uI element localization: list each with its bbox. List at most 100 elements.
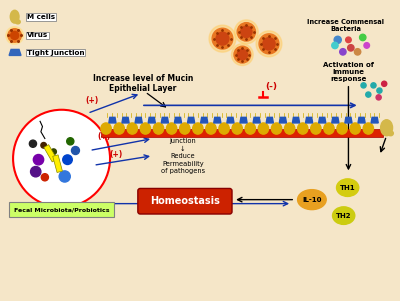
Circle shape bbox=[263, 38, 275, 50]
Ellipse shape bbox=[219, 123, 229, 134]
Circle shape bbox=[259, 34, 279, 54]
Text: Virus: Virus bbox=[26, 33, 48, 39]
Text: (+): (+) bbox=[185, 190, 198, 199]
Circle shape bbox=[340, 49, 346, 55]
Polygon shape bbox=[227, 117, 234, 123]
Circle shape bbox=[8, 29, 22, 42]
Text: Homeostasis: Homeostasis bbox=[150, 196, 220, 206]
Polygon shape bbox=[279, 117, 286, 123]
Ellipse shape bbox=[232, 123, 242, 134]
Circle shape bbox=[332, 42, 338, 49]
Ellipse shape bbox=[271, 123, 282, 134]
Circle shape bbox=[366, 92, 371, 97]
Ellipse shape bbox=[332, 207, 355, 225]
Text: Increase Tight
junction
↓
Reduce
Permeability
of pathogens: Increase Tight junction ↓ Reduce Permeab… bbox=[159, 131, 206, 174]
Ellipse shape bbox=[381, 120, 392, 136]
Circle shape bbox=[237, 23, 256, 41]
Text: Increase Commensal
Bacteria: Increase Commensal Bacteria bbox=[307, 19, 384, 32]
Ellipse shape bbox=[114, 123, 124, 134]
Circle shape bbox=[376, 95, 381, 100]
Ellipse shape bbox=[388, 131, 393, 136]
Circle shape bbox=[364, 43, 370, 48]
Polygon shape bbox=[214, 117, 221, 123]
Circle shape bbox=[29, 140, 36, 147]
Circle shape bbox=[6, 27, 24, 44]
Ellipse shape bbox=[258, 123, 268, 134]
Polygon shape bbox=[135, 117, 142, 123]
Polygon shape bbox=[148, 117, 155, 123]
Circle shape bbox=[41, 174, 48, 181]
Text: Fecal Microbiota/Probiotics: Fecal Microbiota/Probiotics bbox=[14, 207, 109, 212]
Polygon shape bbox=[358, 117, 365, 123]
Ellipse shape bbox=[16, 20, 20, 24]
Circle shape bbox=[237, 49, 248, 60]
Text: (-): (-) bbox=[265, 82, 277, 92]
Ellipse shape bbox=[101, 123, 111, 134]
Circle shape bbox=[234, 20, 258, 44]
Circle shape bbox=[63, 155, 72, 164]
Circle shape bbox=[234, 46, 251, 63]
Ellipse shape bbox=[127, 123, 138, 134]
Polygon shape bbox=[174, 117, 182, 123]
Polygon shape bbox=[345, 117, 352, 123]
Polygon shape bbox=[332, 117, 339, 123]
Circle shape bbox=[256, 31, 282, 57]
Circle shape bbox=[232, 44, 253, 66]
Ellipse shape bbox=[350, 123, 360, 134]
Ellipse shape bbox=[10, 10, 19, 23]
Ellipse shape bbox=[166, 123, 177, 134]
Circle shape bbox=[212, 28, 233, 49]
Text: Increase level of Mucin
Epithelial Layer: Increase level of Mucin Epithelial Layer bbox=[93, 74, 193, 94]
Circle shape bbox=[13, 110, 110, 207]
Circle shape bbox=[361, 83, 366, 88]
Polygon shape bbox=[253, 117, 260, 123]
Ellipse shape bbox=[298, 190, 326, 209]
Text: (+): (+) bbox=[85, 95, 99, 104]
Circle shape bbox=[334, 36, 341, 43]
Text: TH1: TH1 bbox=[340, 185, 356, 191]
Circle shape bbox=[354, 49, 361, 55]
Polygon shape bbox=[319, 117, 326, 123]
Ellipse shape bbox=[284, 123, 295, 134]
Polygon shape bbox=[240, 117, 247, 123]
Ellipse shape bbox=[193, 123, 203, 134]
Ellipse shape bbox=[206, 123, 216, 134]
FancyBboxPatch shape bbox=[9, 202, 114, 217]
Circle shape bbox=[51, 149, 56, 154]
Circle shape bbox=[59, 171, 70, 182]
Polygon shape bbox=[266, 117, 273, 123]
Ellipse shape bbox=[337, 123, 347, 134]
Bar bbox=[101, 129, 384, 137]
Polygon shape bbox=[188, 117, 195, 123]
Ellipse shape bbox=[311, 123, 321, 134]
Text: TH2: TH2 bbox=[336, 213, 352, 219]
Polygon shape bbox=[44, 145, 57, 162]
Polygon shape bbox=[371, 117, 378, 123]
Circle shape bbox=[209, 25, 236, 52]
Circle shape bbox=[30, 166, 41, 177]
Text: (+): (+) bbox=[109, 150, 122, 159]
Circle shape bbox=[348, 45, 354, 51]
Text: IL-10: IL-10 bbox=[302, 197, 322, 203]
Polygon shape bbox=[292, 117, 300, 123]
Ellipse shape bbox=[140, 123, 150, 134]
Circle shape bbox=[371, 83, 376, 88]
Polygon shape bbox=[53, 155, 62, 172]
Text: Activation of
Immune
response: Activation of Immune response bbox=[323, 62, 374, 82]
FancyBboxPatch shape bbox=[138, 188, 232, 214]
Ellipse shape bbox=[180, 123, 190, 134]
Circle shape bbox=[11, 32, 19, 39]
Polygon shape bbox=[122, 117, 129, 123]
Polygon shape bbox=[201, 117, 208, 123]
Circle shape bbox=[346, 37, 351, 43]
Ellipse shape bbox=[245, 123, 256, 134]
Ellipse shape bbox=[153, 123, 164, 134]
Circle shape bbox=[41, 142, 46, 148]
Circle shape bbox=[241, 26, 252, 38]
Polygon shape bbox=[306, 117, 313, 123]
Ellipse shape bbox=[336, 179, 359, 197]
Circle shape bbox=[72, 147, 80, 154]
Circle shape bbox=[216, 32, 229, 45]
Text: (+): (+) bbox=[97, 132, 110, 141]
Polygon shape bbox=[109, 117, 116, 123]
